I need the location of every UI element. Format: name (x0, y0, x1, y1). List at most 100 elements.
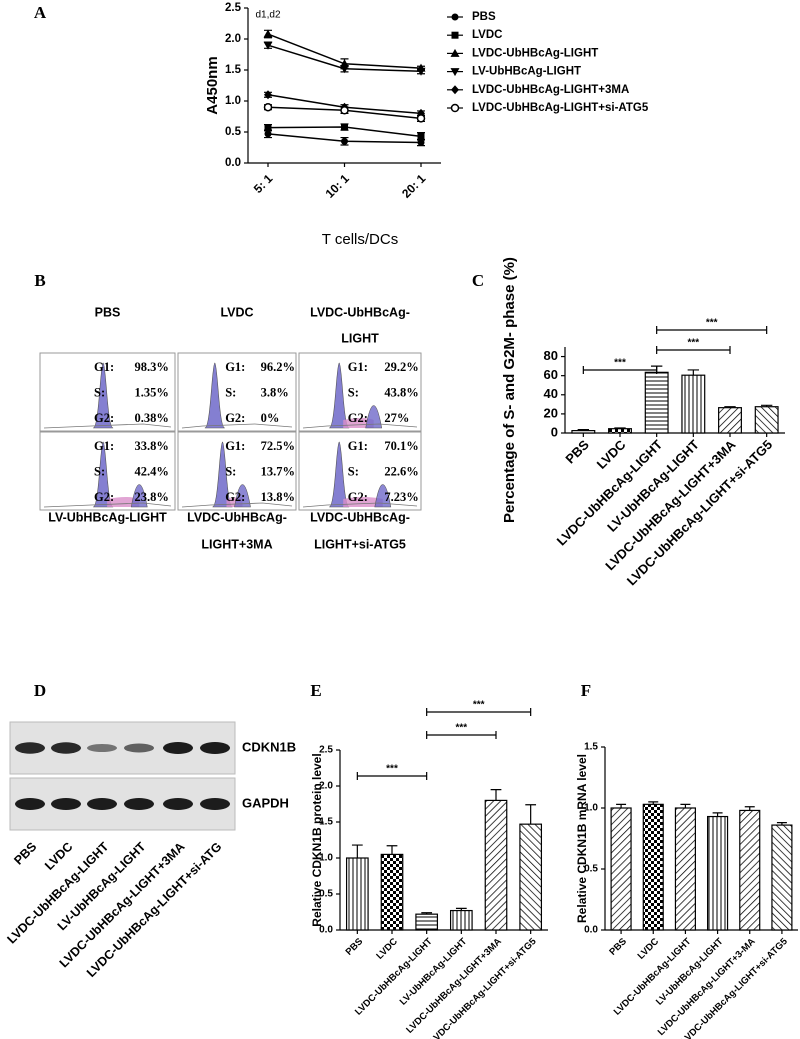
phase-value: 3.8% (261, 385, 289, 399)
marker (264, 130, 272, 138)
phase-label: S: (94, 464, 105, 478)
marker (451, 85, 459, 95)
histogram-outline (302, 423, 418, 429)
bar (380, 853, 404, 931)
y-tick-label: 0.0 (584, 925, 598, 936)
g2-peak (130, 484, 148, 508)
significance-label: *** (455, 723, 467, 734)
error-bar (712, 812, 723, 817)
marker (416, 67, 426, 76)
bar (707, 815, 729, 931)
bar (642, 803, 664, 931)
marker (341, 137, 348, 145)
bar (415, 913, 439, 931)
panel-letter: A (34, 3, 47, 22)
significance-label: *** (473, 700, 485, 711)
marker (417, 139, 425, 147)
phase-label: S: (94, 385, 105, 399)
blot-row-label: CDKN1B (242, 739, 296, 754)
legend-label: LVDC-UbHBcAg-LIGHT+3MA (472, 84, 629, 96)
panel-title: LVDC-UbHBcAg- (187, 510, 287, 524)
phase-label: G2: (348, 490, 368, 504)
y-tick-label: 0.0 (225, 157, 241, 169)
histogram-outline (43, 423, 172, 429)
phase-value: 43.8% (384, 385, 418, 399)
y-tick-label: 1.0 (225, 95, 241, 107)
phase-value: 22.6% (384, 464, 418, 478)
phase-label: G1: (94, 360, 114, 374)
y-tick-label: 1.0 (319, 853, 333, 864)
y-tick-label: 1.5 (225, 64, 242, 76)
y-tick-label: 1.5 (584, 742, 598, 753)
panel-letter: E (310, 681, 321, 700)
y-tick-label: 0.5 (584, 864, 598, 875)
phase-label: G1: (348, 439, 368, 453)
bar (739, 809, 761, 931)
histogram-outline (181, 502, 293, 508)
lane-label: PBS (11, 840, 39, 868)
significance-label: *** (706, 318, 718, 329)
annotation: d1,d2 (255, 10, 280, 21)
panel-title: LVDC (220, 305, 253, 319)
y-tick-label: 2.5 (319, 745, 333, 756)
marker (451, 31, 459, 39)
error-bar (351, 844, 363, 858)
blot-membrane (9, 721, 236, 775)
bar (754, 406, 779, 434)
blot-band (124, 743, 154, 753)
phase-label: S: (348, 385, 359, 399)
x-tick-label: 20: 1 (399, 171, 428, 200)
x-tick-label: 5: 1 (251, 171, 276, 196)
y-tick-label: 60 (544, 367, 558, 382)
blot-band (163, 742, 193, 754)
panel-title: LV-UbHBcAg-LIGHT (48, 510, 167, 524)
marker (340, 106, 349, 115)
x-axis-label: T cells/DCs (322, 231, 398, 248)
y-tick-label: 0.0 (319, 925, 333, 936)
s-phase (107, 497, 140, 507)
y-tick-label: 1.5 (319, 817, 333, 828)
histogram-outline (181, 423, 293, 429)
error-bar (490, 789, 502, 801)
marker (263, 102, 273, 112)
error-bar (744, 806, 755, 811)
phase-label: G2: (94, 490, 114, 504)
phase-value: 0.38% (135, 411, 169, 425)
phase-label: S: (348, 464, 359, 478)
legend-label: LVDC (472, 29, 502, 41)
blot-membrane (9, 777, 236, 831)
phase-label: G1: (225, 439, 245, 453)
error-bar (616, 803, 627, 808)
phase-value: 23.8% (135, 490, 169, 504)
bar (718, 407, 742, 434)
g1-peak (204, 362, 226, 429)
blot-band (124, 798, 154, 810)
phase-value: 42.4% (135, 464, 169, 478)
phase-value: 33.8% (135, 439, 169, 453)
histogram-outline (302, 502, 418, 508)
error-bar (687, 369, 700, 376)
x-tick-label: PBS (562, 437, 592, 467)
lane-label: LVDC-UbHBcAg-LIGHT+si-ATG (84, 840, 224, 980)
error-bar (386, 845, 398, 855)
blot-band (163, 798, 193, 810)
y-axis-label: A450nm (204, 56, 221, 114)
phase-value: 96.2% (261, 360, 295, 374)
bar (644, 371, 669, 434)
phase-label: S: (225, 464, 236, 478)
histogram-frame (298, 431, 422, 511)
bar (681, 374, 706, 434)
error-bar (525, 804, 537, 825)
blot-band (51, 798, 81, 810)
histogram-frame (298, 352, 422, 432)
phase-value: 29.2% (384, 360, 418, 374)
blot-band (15, 798, 45, 810)
phase-value: 72.5% (261, 439, 295, 453)
phase-label: G1: (348, 360, 368, 374)
phase-label: S: (225, 385, 236, 399)
g2-peak (374, 484, 392, 508)
bar (771, 824, 793, 931)
phase-value: 1.35% (135, 385, 169, 399)
